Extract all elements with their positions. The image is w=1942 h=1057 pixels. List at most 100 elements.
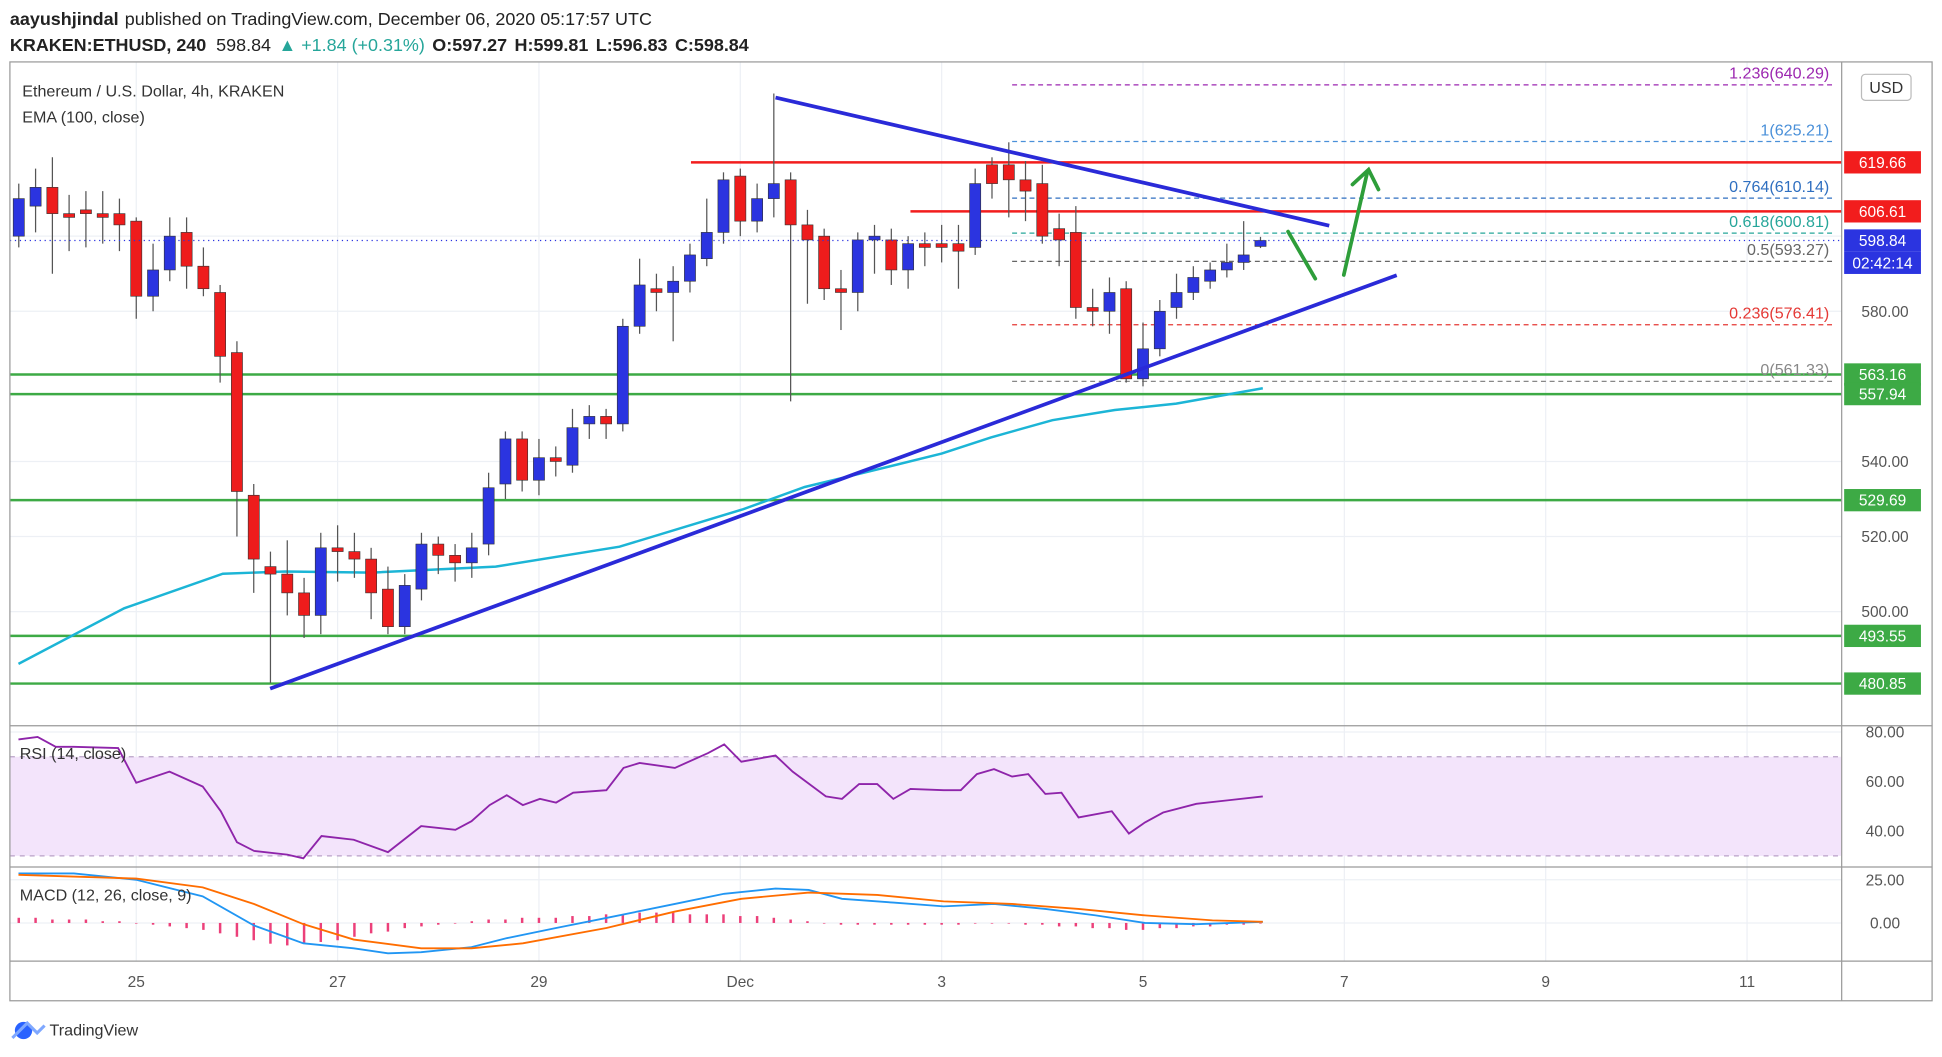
histogram-bar [168,922,172,927]
candle-body [1103,292,1116,312]
histogram-bar [1057,922,1061,927]
level-label: 529.69 [1859,493,1906,510]
ohlc-low: L:596.83 [596,35,668,55]
candle-body [96,213,109,218]
candle-body [1019,179,1032,192]
overlay: Ethereum / U.S. Dollar, 4h, KRAKEN EMA (… [11,73,1912,1040]
change: ▲ +1.84 (+0.31%) [278,35,424,55]
candle-body [214,292,226,357]
candle-body [801,224,814,241]
x-tick-label: 7 [1340,974,1349,991]
ema-line [17,387,1264,665]
candle-body [600,416,612,425]
y-tick-label: 40.00 [1866,824,1905,841]
candle-body [516,438,529,481]
level-label: 480.85 [1859,676,1906,693]
candle-body [1254,240,1267,247]
candle-body [46,187,59,214]
candle-body [1002,164,1015,181]
price-pane: 1.236(640.29) 1(625.21) 0.764(610.14) 0.618… [9,65,1842,691]
candle-body [1204,269,1217,282]
level-label-badge [1844,151,1921,174]
histogram-bar [1041,922,1044,925]
candle-body [734,175,747,222]
histogram-bar [1108,922,1111,929]
histogram-bar [1175,922,1178,929]
level-label-badge [1844,382,1921,406]
x-tick-label: 11 [1739,974,1755,991]
histogram-bar [873,922,876,925]
histogram-bar [1141,922,1145,930]
countdown: 02:42:14 [1852,255,1913,272]
rsi-band [9,756,1842,856]
currency: USD [1869,79,1903,97]
histogram-bar [588,916,591,923]
histogram-bar [940,922,943,925]
candle-body [482,487,495,545]
histogram-bar [420,922,423,927]
ohlc-close: C:598.84 [675,35,749,55]
level-label: 557.94 [1859,387,1907,404]
candle-body [1237,254,1250,263]
macd-title: MACD (12, 26, close, 9) [20,886,192,904]
histogram-bar [118,921,121,923]
y-tick-label: 520.00 [1861,529,1908,546]
histogram-bar [890,922,893,925]
candle-body [1137,348,1149,380]
candle-body [147,269,159,297]
histogram-bar [185,922,188,929]
histogram-bar [1007,922,1011,924]
histogram-bar [923,922,927,925]
histogram-bar [839,922,843,925]
x-tick-label: 25 [128,974,145,991]
candle-body [1220,262,1233,271]
y-tick-label: 540.00 [1861,454,1908,471]
histogram-bar [369,922,373,934]
currency-badge[interactable] [1860,73,1912,101]
histogram-bar [755,916,759,923]
macd-pane [17,872,1263,955]
x-tick-label: 5 [1139,974,1148,991]
candle-body [684,254,696,282]
histogram-bar [1074,922,1078,927]
candle-body [717,179,730,233]
candle-body [197,265,210,290]
histogram-bar [286,922,289,946]
candle-body [902,243,915,271]
level-label: 563.16 [1859,367,1906,384]
candle-body [616,325,629,425]
candle-body [1053,228,1066,241]
level-label: 606.61 [1859,204,1906,221]
histogram-bar [520,917,524,923]
histogram-bar [739,916,742,923]
histogram-bar [1124,922,1128,930]
candle-body [667,280,680,293]
candle-body [12,198,25,237]
level-label-badge [1844,200,1921,223]
candle-body [1153,310,1166,350]
last-price-badge [1844,229,1921,252]
histogram-bar [990,922,994,924]
histogram-bar [67,919,71,923]
logo-line [11,1020,46,1040]
histogram-bar [504,919,507,923]
candle-body [231,352,243,492]
histogram-bar [319,922,323,942]
x-tick-label: Dec [727,974,755,991]
level-label: 619.66 [1859,155,1906,172]
candle-body [1170,292,1183,308]
candle-body [247,494,260,560]
published: published on TradingView.com, December 0… [125,9,652,29]
macd-line [18,873,1263,950]
histogram-bar [487,919,490,923]
histogram-bar [453,922,457,924]
histogram-bar [789,919,792,923]
histogram-bar [34,917,37,923]
histogram-bar [386,922,390,932]
histogram-bar [1259,922,1262,924]
histogram-bar [302,922,306,944]
histogram-bar [906,922,910,925]
histogram-bar [1024,922,1027,925]
